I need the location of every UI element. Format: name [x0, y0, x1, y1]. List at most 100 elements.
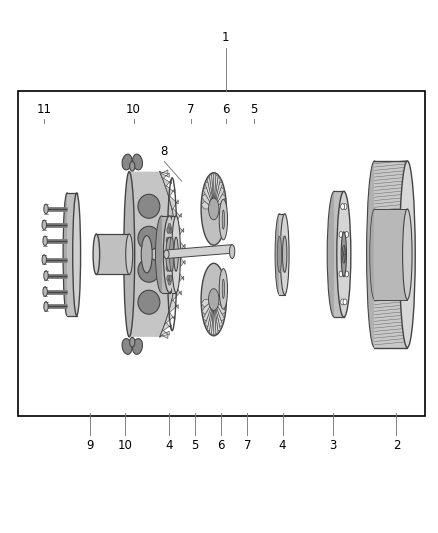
Ellipse shape — [141, 236, 152, 273]
Ellipse shape — [341, 299, 345, 305]
Text: 7: 7 — [187, 103, 194, 116]
Polygon shape — [166, 245, 232, 259]
Ellipse shape — [44, 271, 48, 280]
Ellipse shape — [44, 302, 48, 311]
Ellipse shape — [167, 275, 170, 281]
Polygon shape — [214, 300, 216, 336]
Bar — [279, 214, 285, 295]
Polygon shape — [214, 178, 220, 209]
Bar — [172, 216, 176, 293]
Bar — [172, 237, 176, 271]
Ellipse shape — [277, 236, 282, 272]
Ellipse shape — [201, 173, 226, 245]
Polygon shape — [214, 300, 223, 327]
Polygon shape — [177, 236, 185, 256]
Polygon shape — [214, 194, 226, 209]
Ellipse shape — [166, 265, 169, 271]
Ellipse shape — [42, 255, 46, 264]
Polygon shape — [212, 300, 214, 336]
Polygon shape — [165, 311, 175, 324]
Ellipse shape — [283, 236, 287, 272]
Text: 9: 9 — [86, 439, 94, 451]
Bar — [279, 236, 285, 272]
Ellipse shape — [43, 236, 47, 246]
Polygon shape — [214, 182, 223, 209]
Ellipse shape — [208, 198, 219, 220]
Ellipse shape — [341, 232, 346, 277]
Polygon shape — [160, 330, 169, 336]
Bar — [96, 234, 129, 274]
Ellipse shape — [130, 337, 135, 347]
Ellipse shape — [337, 191, 351, 317]
Ellipse shape — [222, 279, 225, 298]
Text: 8: 8 — [161, 146, 168, 158]
Ellipse shape — [42, 220, 46, 230]
Bar — [67, 193, 77, 316]
Ellipse shape — [343, 299, 347, 305]
Text: 4: 4 — [165, 439, 173, 451]
Ellipse shape — [124, 172, 134, 337]
Ellipse shape — [339, 231, 343, 237]
Ellipse shape — [343, 204, 347, 209]
Ellipse shape — [168, 223, 171, 230]
Polygon shape — [214, 173, 216, 209]
Text: 7: 7 — [244, 439, 251, 451]
Bar — [334, 191, 344, 317]
Text: 11: 11 — [36, 103, 51, 116]
Ellipse shape — [222, 210, 225, 229]
Ellipse shape — [169, 227, 172, 233]
Ellipse shape — [126, 234, 133, 274]
Ellipse shape — [163, 216, 176, 293]
Ellipse shape — [133, 154, 142, 170]
Polygon shape — [203, 188, 214, 209]
Text: 10: 10 — [126, 103, 141, 116]
Polygon shape — [214, 175, 218, 209]
Bar — [374, 161, 407, 348]
Ellipse shape — [345, 271, 349, 277]
Polygon shape — [160, 334, 168, 338]
Ellipse shape — [170, 251, 173, 257]
Ellipse shape — [138, 290, 160, 314]
Ellipse shape — [219, 269, 228, 309]
Ellipse shape — [280, 214, 289, 295]
Ellipse shape — [169, 275, 172, 281]
Ellipse shape — [122, 154, 132, 170]
Ellipse shape — [43, 287, 47, 296]
Polygon shape — [160, 173, 169, 179]
Polygon shape — [177, 253, 185, 272]
Polygon shape — [175, 221, 184, 240]
Polygon shape — [172, 284, 181, 302]
Ellipse shape — [138, 226, 160, 251]
Text: 3: 3 — [329, 439, 336, 451]
Ellipse shape — [63, 193, 71, 316]
Text: 2: 2 — [392, 439, 400, 451]
Ellipse shape — [370, 209, 379, 300]
Polygon shape — [168, 298, 178, 314]
Ellipse shape — [138, 258, 160, 282]
Polygon shape — [162, 322, 172, 331]
Polygon shape — [214, 300, 220, 330]
Ellipse shape — [155, 216, 168, 293]
Polygon shape — [175, 269, 184, 287]
Polygon shape — [210, 300, 214, 334]
Ellipse shape — [403, 209, 412, 300]
Polygon shape — [201, 300, 214, 307]
Ellipse shape — [168, 279, 171, 285]
Ellipse shape — [73, 193, 81, 316]
Ellipse shape — [167, 216, 176, 293]
Ellipse shape — [138, 195, 160, 219]
Ellipse shape — [44, 204, 48, 214]
Text: 4: 4 — [279, 439, 286, 451]
Polygon shape — [205, 182, 214, 209]
Polygon shape — [214, 300, 224, 321]
Polygon shape — [214, 188, 224, 209]
Polygon shape — [214, 300, 226, 307]
Polygon shape — [162, 177, 172, 187]
Polygon shape — [202, 300, 214, 314]
Polygon shape — [214, 300, 226, 314]
Ellipse shape — [122, 338, 132, 354]
Polygon shape — [165, 184, 175, 197]
Ellipse shape — [170, 237, 173, 244]
Ellipse shape — [201, 263, 226, 336]
Ellipse shape — [167, 227, 170, 233]
